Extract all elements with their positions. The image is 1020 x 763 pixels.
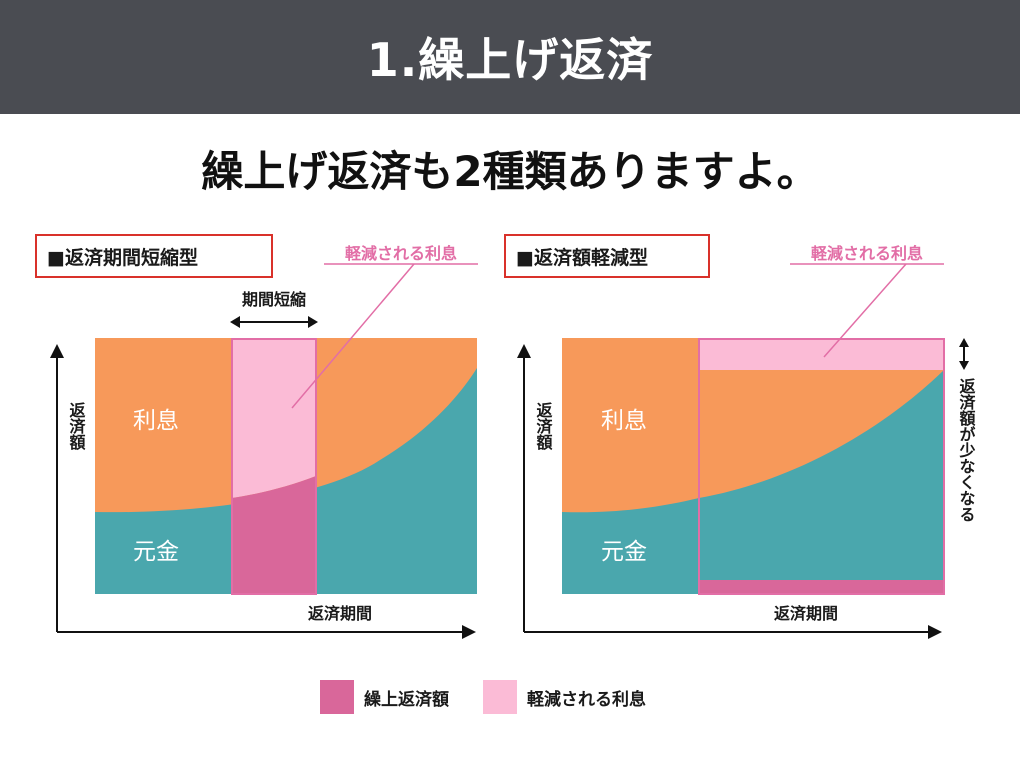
right-principal-label: 元金: [601, 539, 647, 565]
left-interest-label: 利息: [133, 408, 179, 434]
right-reduced-label: 軽減される利息: [811, 244, 923, 263]
right-x-axis-label: 返済期間: [774, 604, 838, 623]
legend-item-reduced-interest: 軽減される利息: [483, 680, 646, 714]
right-reduced-interest-area: [699, 339, 944, 370]
legend-item-prepayment: 繰上返済額: [320, 680, 449, 714]
right-y-axis-label: 返済額: [534, 401, 554, 451]
header-bar: 1.繰上げ返済: [0, 0, 1020, 114]
left-shortening-label: 期間短縮: [242, 290, 306, 309]
right-diagram-title: ■返済額軽減型: [504, 234, 710, 278]
left-reduced-label: 軽減される利息: [345, 244, 457, 263]
right-x-axis-arrow: [928, 625, 942, 639]
legend-swatch-reduced-interest: [483, 680, 517, 714]
left-shortening-frame: [231, 338, 317, 595]
right-callout-line: [823, 263, 907, 358]
left-x-axis-arrow: [462, 625, 476, 639]
legend: 繰上返済額 軽減される利息: [320, 680, 680, 714]
right-interest-label: 利息: [601, 408, 647, 434]
right-y-axis-arrow: [517, 344, 531, 358]
left-y-axis-arrow: [50, 344, 64, 358]
left-principal-area: [95, 368, 477, 594]
legend-label-reduced-interest: 軽減される利息: [527, 689, 646, 710]
left-reduced-interest-area: [232, 339, 316, 498]
left-principal-label: 元金: [133, 539, 179, 565]
subtitle: 繰上げ返済も2種類ありますよ。: [201, 147, 819, 196]
right-side-note: 返済額が少なくなる: [957, 377, 977, 522]
right-prepayment-area: [699, 580, 944, 594]
left-prepayment-area: [232, 476, 316, 594]
right-reduction-frame: [698, 338, 945, 595]
right-principal-area-late: [699, 370, 944, 580]
left-diagram-title: ■返済期間短縮型: [35, 234, 273, 278]
left-x-axis-label: 返済期間: [308, 604, 372, 623]
left-callout-line: [291, 263, 415, 409]
page-title: 1.繰上げ返済: [366, 33, 654, 87]
legend-label-prepayment: 繰上返済額: [364, 689, 449, 710]
legend-swatch-prepayment: [320, 680, 354, 714]
left-y-axis-label: 返済額: [67, 401, 87, 451]
right-principal-area-early: [562, 498, 699, 594]
